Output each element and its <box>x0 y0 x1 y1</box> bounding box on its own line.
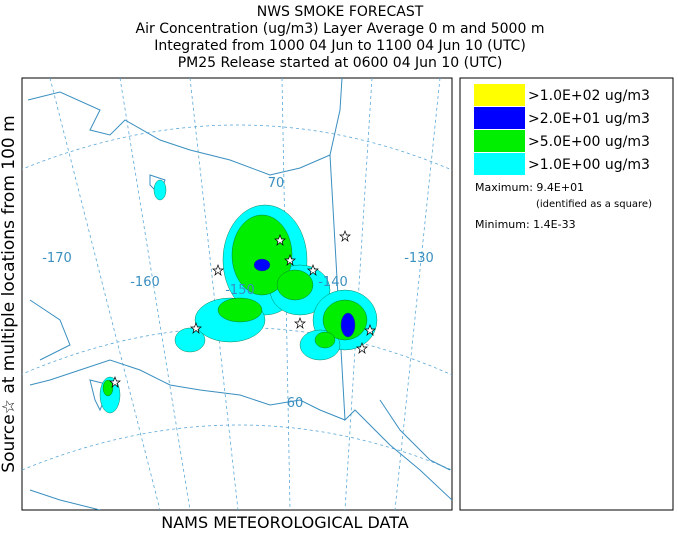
smoke-area <box>217 297 263 323</box>
source-star <box>274 234 286 246</box>
smoke-area <box>276 269 314 301</box>
subtitle: Integrated from 1000 04 Jun to 1100 04 J… <box>154 38 526 54</box>
graticule-label: 70 <box>268 176 285 191</box>
title: NWS SMOKE FORECAST <box>257 4 424 20</box>
smoke-area <box>174 327 206 353</box>
source-star <box>284 254 296 266</box>
subtitle: Air Concentration (ug/m3) Layer Average … <box>136 21 545 37</box>
minimum: Minimum: 1.4E-33 <box>475 218 576 231</box>
smoke-plume <box>99 179 378 414</box>
source-star <box>307 264 319 276</box>
legend-swatch <box>474 84 525 106</box>
smoke-area <box>340 312 356 338</box>
source-star <box>364 324 376 336</box>
legend-swatch <box>474 153 525 175</box>
source-star <box>356 342 368 354</box>
graticule-label: -150 <box>225 283 255 298</box>
graticule-label: -130 <box>404 251 434 266</box>
source-star <box>294 317 306 329</box>
legend-label: >5.0E+00 ug/m3 <box>528 134 650 150</box>
graticule-label: 60 <box>287 396 304 411</box>
smoke-area <box>231 214 293 296</box>
source-star <box>339 230 351 242</box>
smoke-area <box>253 258 271 272</box>
maximum-note: (identified as a square) <box>536 199 652 210</box>
legend-swatch <box>474 107 525 129</box>
graticule-label: -170 <box>42 251 72 266</box>
legend-label: >2.0E+01 ug/m3 <box>528 111 650 127</box>
side-label: Source☆ at multiple locations from 100 m <box>0 115 19 472</box>
graticule-label: -140 <box>318 275 348 290</box>
map <box>22 78 452 510</box>
source-star <box>190 322 202 334</box>
smoke-area <box>153 179 167 201</box>
smoke-area <box>314 331 336 349</box>
footer: NAMS METEOROLOGICAL DATA <box>161 513 409 532</box>
source-star <box>109 376 121 388</box>
legend-label: >1.0E+00 ug/m3 <box>528 157 650 173</box>
legend-label: >1.0E+02 ug/m3 <box>528 88 650 104</box>
legend-swatch <box>474 130 525 152</box>
maximum: Maximum: 9.4E+01 <box>475 181 584 194</box>
subtitle: PM25 Release started at 0600 04 Jun 10 (… <box>178 55 503 71</box>
source-star <box>212 264 224 276</box>
graticule-label: -160 <box>130 275 160 290</box>
smoke-area <box>102 379 114 397</box>
